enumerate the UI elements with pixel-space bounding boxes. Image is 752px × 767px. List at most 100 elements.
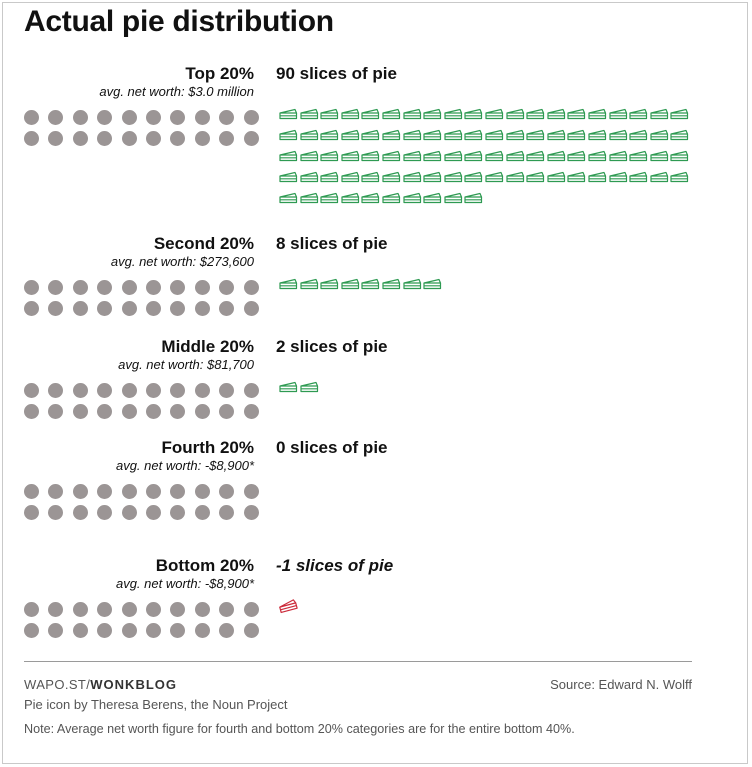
- pie-slice-icon: [546, 107, 566, 123]
- pie-slice-icon: [278, 380, 298, 396]
- pie-slice-icon: [525, 149, 545, 165]
- person-dot: [219, 484, 235, 499]
- person-dot: [194, 301, 210, 316]
- group-label: Bottom 20%: [155, 556, 254, 575]
- person-dot: [219, 404, 235, 419]
- person-dot: [72, 404, 88, 419]
- person-dot: [194, 602, 210, 617]
- person-dot: [219, 383, 235, 398]
- pie-slice-icon: [381, 191, 401, 207]
- pie-slice-icon: [402, 277, 422, 293]
- person-dot: [24, 623, 39, 638]
- pie-slice-icon: [484, 107, 504, 123]
- person-dot: [194, 383, 210, 398]
- pie-slice-icon: [505, 149, 525, 165]
- person-dot: [146, 602, 161, 617]
- person-dot: [121, 484, 137, 499]
- person-dot: [97, 280, 113, 295]
- person-dot: [219, 602, 235, 617]
- pie-slice-icon: [319, 149, 339, 165]
- pie-slice-icon: [566, 149, 586, 165]
- population-dots: [24, 484, 264, 524]
- person-dot: [24, 484, 39, 499]
- pie-slice-icon: [278, 149, 298, 165]
- pie-slice-icon: [340, 170, 360, 186]
- icon-credit: Pie icon by Theresa Berens, the Noun Pro…: [24, 697, 288, 712]
- person-dot: [48, 280, 64, 295]
- pie-slice-icon: [628, 170, 648, 186]
- person-dot: [219, 301, 235, 316]
- pie-slices: [278, 599, 698, 709]
- pie-slices: [278, 380, 698, 490]
- pie-slice-icon: [278, 107, 298, 123]
- person-dot: [97, 602, 113, 617]
- pie-slice-icon: [278, 170, 298, 186]
- person-dot: [170, 131, 186, 146]
- person-dot: [219, 623, 235, 638]
- pie-slice-icon: [587, 128, 607, 144]
- group-net-worth: avg. net worth: -$8,900*: [115, 576, 254, 591]
- person-dot: [170, 602, 186, 617]
- publisher-credit: WAPO.ST/WONKBLOG: [24, 677, 177, 693]
- person-dot: [170, 404, 186, 419]
- footer-divider: [24, 661, 692, 662]
- person-dot: [72, 383, 88, 398]
- person-dot: [97, 110, 113, 125]
- pie-slice-icon: [587, 170, 607, 186]
- person-dot: [194, 280, 210, 295]
- group-net-worth: avg. net worth: -$8,900*: [115, 458, 254, 473]
- person-dot: [72, 623, 88, 638]
- pie-slice-icon: [381, 107, 401, 123]
- pie-slice-icon: [649, 170, 669, 186]
- person-dot: [194, 404, 210, 419]
- person-dot: [48, 301, 64, 316]
- person-dot: [121, 602, 137, 617]
- group-label: Top 20%: [185, 64, 254, 83]
- pie-slice-icon: [319, 128, 339, 144]
- person-dot: [24, 404, 39, 419]
- person-dot: [194, 131, 210, 146]
- pie-slice-icon: [402, 149, 422, 165]
- person-dot: [72, 602, 88, 617]
- pie-slice-icon: [566, 128, 586, 144]
- person-dot: [48, 404, 64, 419]
- slices-count-label: 0 slices of pie: [276, 438, 388, 457]
- person-dot: [97, 484, 113, 499]
- pie-slice-icon: [443, 107, 463, 123]
- person-dot: [121, 623, 137, 638]
- person-dot: [170, 110, 186, 125]
- person-dot: [146, 505, 161, 520]
- person-dot: [97, 131, 113, 146]
- person-dot: [72, 110, 88, 125]
- person-dot: [170, 301, 186, 316]
- person-dot: [170, 383, 186, 398]
- credit-prefix: WAPO.ST/: [24, 677, 91, 692]
- chart-title: Actual pie distribution: [24, 5, 334, 38]
- pie-slice-icon: [463, 128, 483, 144]
- person-dot: [146, 404, 161, 419]
- pie-slice-icon: [360, 107, 380, 123]
- pie-slice-icon: [381, 128, 401, 144]
- pie-slice-icon: [278, 191, 298, 207]
- person-dot: [121, 505, 137, 520]
- person-dot: [48, 484, 64, 499]
- person-dot: [24, 383, 39, 398]
- pie-slice-icon: [360, 170, 380, 186]
- pie-slice-icon: [319, 191, 339, 207]
- pie-slice-icon: [340, 191, 360, 207]
- pie-slice-icon: [608, 128, 628, 144]
- pie-slice-icon: [566, 170, 586, 186]
- person-dot: [24, 505, 39, 520]
- population-dots: [24, 383, 264, 423]
- pie-slice-icon: [505, 107, 525, 123]
- pie-slice-icon: [402, 107, 422, 123]
- person-dot: [72, 280, 88, 295]
- pie-slice-icon: [587, 107, 607, 123]
- credit-suffix: WONKBLOG: [90, 677, 177, 692]
- pie-slice-icon: [340, 107, 360, 123]
- pie-slice-icon: [669, 170, 689, 186]
- pie-slice-icon: [402, 170, 422, 186]
- pie-slice-icon: [525, 170, 545, 186]
- pie-slice-icon: [319, 277, 339, 293]
- slices-count-label: 90 slices of pie: [276, 64, 397, 83]
